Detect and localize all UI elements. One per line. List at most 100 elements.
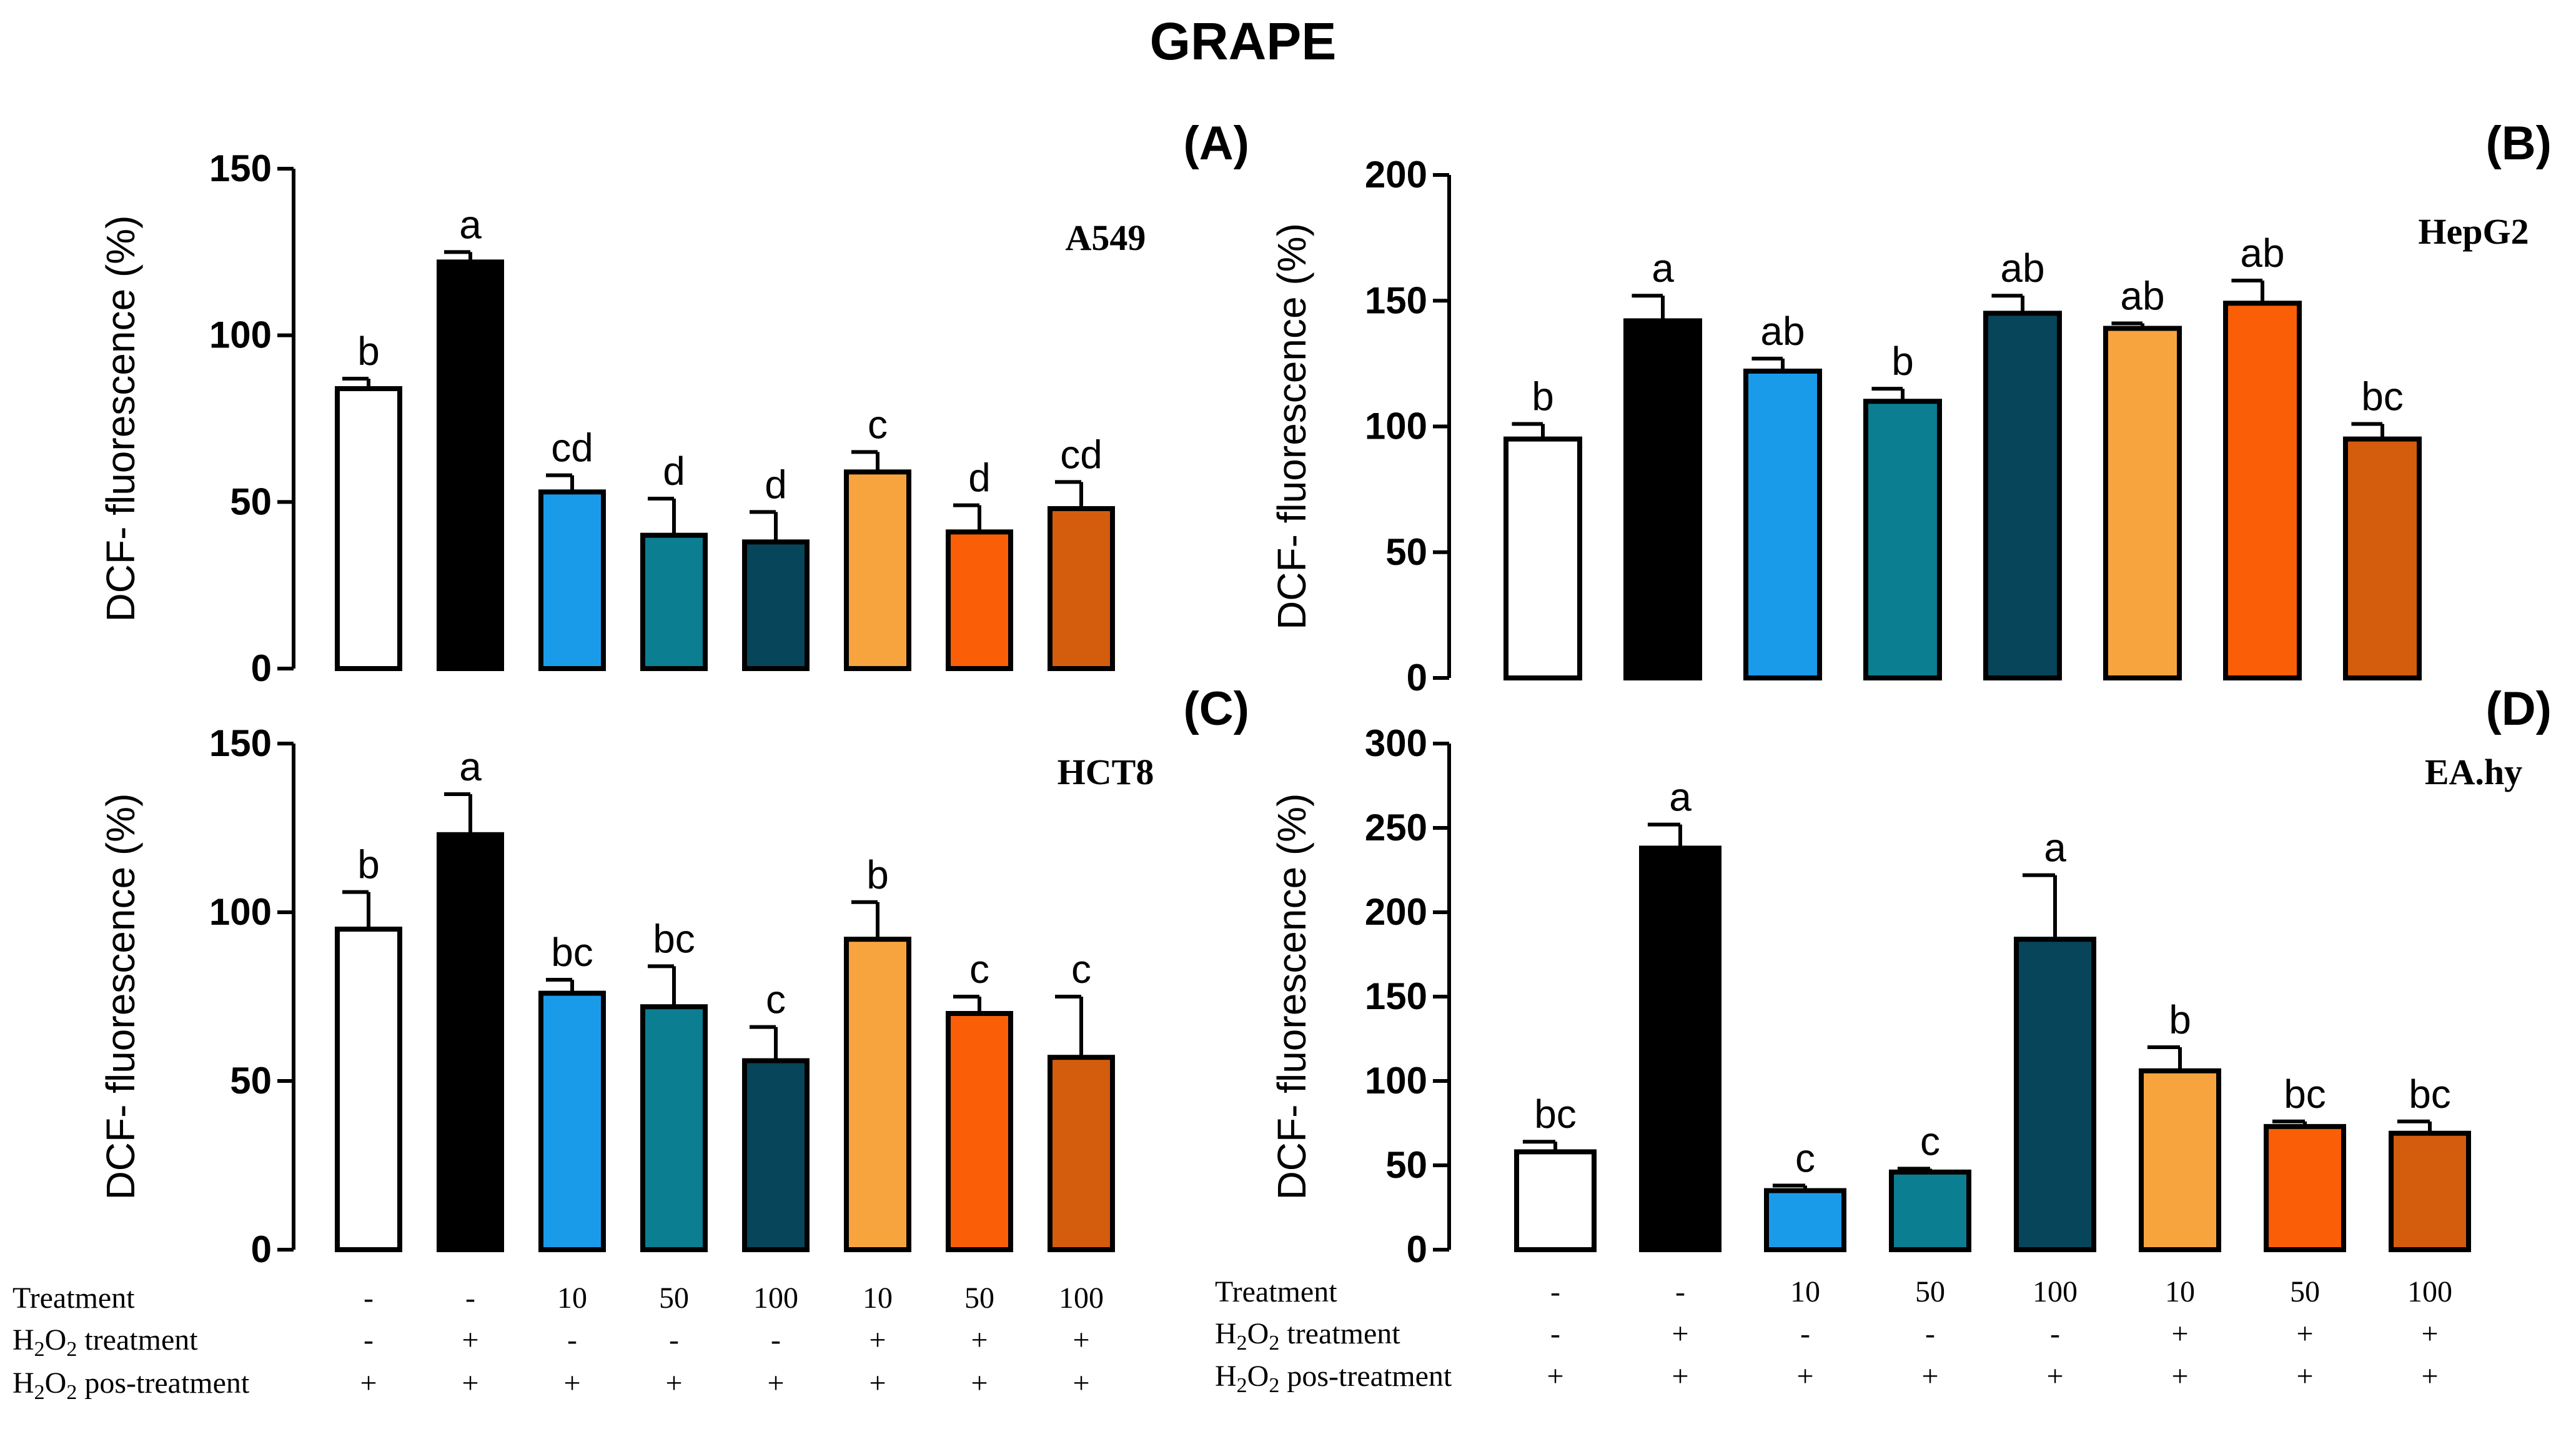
y-tick-label: 300 xyxy=(1365,722,1427,764)
table-cell: 10 xyxy=(557,1282,587,1315)
significance-letter: a xyxy=(2044,825,2066,870)
table-cell: + xyxy=(1672,1360,1688,1393)
table-cell: 100 xyxy=(2033,1275,2078,1308)
table-cell: + xyxy=(2296,1317,2313,1350)
table-cell: - xyxy=(364,1282,374,1315)
significance-letter: d xyxy=(765,462,787,507)
y-tick-label: 150 xyxy=(1365,975,1427,1017)
significance-letter: a xyxy=(1669,775,1692,820)
significance-letter: bc xyxy=(1534,1092,1577,1137)
significance-letter: b xyxy=(357,842,380,887)
table-cell: + xyxy=(2296,1360,2313,1393)
bar xyxy=(2264,1123,2346,1253)
table-cell: 100 xyxy=(2407,1275,2452,1308)
panel-label: (C) xyxy=(1183,682,1249,735)
table-cell: + xyxy=(1672,1317,1688,1350)
cell-line-label: HCT8 xyxy=(1058,752,1154,792)
y-axis-label: DCF- fluorescence (%) xyxy=(98,216,143,622)
treatment-table: Treatment - - 10 50 100 10 50 100 H2O2 treatment -… xyxy=(12,1275,2452,1404)
table-cell: + xyxy=(2171,1360,2188,1393)
significance-letter: a xyxy=(459,202,482,247)
table-row-label: Treatment xyxy=(12,1282,135,1315)
significance-letter: c xyxy=(1795,1135,1815,1180)
table-cell: - xyxy=(567,1323,577,1357)
table-cell: 50 xyxy=(964,1282,994,1315)
y-tick-label: 200 xyxy=(1365,154,1427,196)
chart-panel-d: 0 50 100 150 200 250 300 DCF- fluorescence (%) (… xyxy=(1269,682,2552,1270)
table-cell: + xyxy=(767,1367,784,1400)
treatment-table-left: Treatment - - 10 50 100 10 50 100 H2O2 treatment -… xyxy=(12,1282,1104,1404)
table-cell: - xyxy=(1675,1275,1685,1308)
significance-letter: d xyxy=(663,449,685,494)
bar xyxy=(2139,1068,2221,1253)
significance-letter: c xyxy=(969,947,989,992)
table-cell: + xyxy=(360,1367,377,1400)
bar xyxy=(1514,1149,1597,1253)
y-tick-label: 0 xyxy=(1407,1228,1427,1270)
cell-line-label: A549 xyxy=(1066,217,1146,258)
bar xyxy=(335,386,402,671)
y-axis-label: DCF- fluorescence (%) xyxy=(1269,794,1314,1200)
cell-line-label: EA.hy xyxy=(2425,752,2522,792)
bar xyxy=(946,1011,1013,1252)
table-cell: + xyxy=(971,1323,988,1357)
significance-letter: ab xyxy=(2000,246,2044,291)
table-cell: + xyxy=(2421,1317,2438,1350)
bar xyxy=(1863,399,1942,680)
y-tick-label: 100 xyxy=(209,314,272,356)
significance-letter: b xyxy=(1532,374,1554,419)
table-cell: + xyxy=(869,1367,886,1400)
bar xyxy=(1743,368,1822,680)
significance-letter: c xyxy=(868,402,888,447)
table-cell: + xyxy=(869,1323,886,1357)
significance-letter: b xyxy=(357,329,380,374)
significance-letter: ab xyxy=(2240,231,2284,276)
bar xyxy=(742,1058,810,1252)
table-cell: + xyxy=(2171,1317,2188,1350)
bar xyxy=(2014,937,2096,1252)
significance-letter: b xyxy=(866,852,889,897)
bar xyxy=(1623,318,1702,680)
table-cell: + xyxy=(1547,1360,1563,1393)
table-row-label: Treatment xyxy=(1215,1275,1337,1308)
y-tick-label: 250 xyxy=(1365,807,1427,849)
table-cell: 50 xyxy=(659,1282,689,1315)
table-cell: + xyxy=(563,1367,580,1400)
y-tick-label: 0 xyxy=(251,1228,272,1270)
bar xyxy=(1503,436,1582,680)
y-axis-label: DCF- fluorescence (%) xyxy=(98,794,143,1200)
bar xyxy=(538,990,606,1252)
significance-letter: c xyxy=(1920,1118,1940,1163)
significance-letter: cd xyxy=(1060,432,1102,477)
treatment-table-right: Treatment - - 10 50 100 10 50 100 H2O2 treatment -… xyxy=(1215,1275,2452,1397)
bar xyxy=(1639,845,1721,1252)
table-cell: 100 xyxy=(753,1282,798,1315)
significance-letter: bc xyxy=(2284,1072,2326,1117)
bar xyxy=(2223,301,2302,680)
table-cell: - xyxy=(364,1323,374,1357)
table-cell: - xyxy=(771,1323,781,1357)
significance-letter: bc xyxy=(551,930,593,975)
significance-letter: d xyxy=(968,456,991,500)
table-cell: 10 xyxy=(1790,1275,1820,1308)
significance-letter: cd xyxy=(551,426,593,471)
table-row-label: H2O2 pos-treatment xyxy=(12,1367,250,1404)
bar xyxy=(946,529,1013,671)
bar xyxy=(335,927,402,1252)
y-axis-label: DCF- fluorescence (%) xyxy=(1269,223,1314,630)
bar xyxy=(844,469,911,671)
figure-title: GRAPE xyxy=(1150,12,1337,71)
y-tick-label: 50 xyxy=(230,1060,272,1102)
chart-panel-b: 0 50 100 150 200 DCF- fluorescence (%) (B) HepG… xyxy=(1269,117,2552,699)
bar xyxy=(640,1004,708,1252)
table-cell: + xyxy=(1073,1367,1089,1400)
bar xyxy=(742,539,810,671)
table-cell: + xyxy=(1796,1360,1813,1393)
significance-letter: c xyxy=(1071,947,1091,992)
table-cell: + xyxy=(665,1367,682,1400)
table-cell: - xyxy=(669,1323,679,1357)
bar xyxy=(1048,506,1115,671)
table-cell: + xyxy=(971,1367,988,1400)
bar xyxy=(1764,1188,1846,1252)
panel-label: (B) xyxy=(2485,117,2552,170)
